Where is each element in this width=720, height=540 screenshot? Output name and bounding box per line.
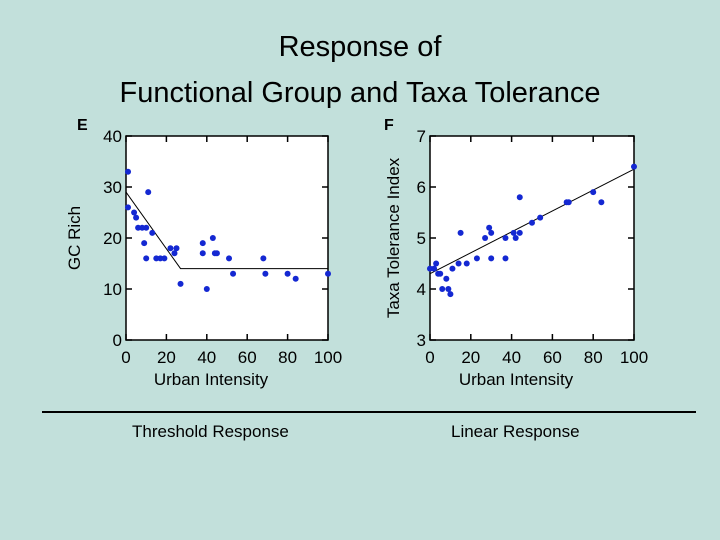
e-data-point bbox=[226, 255, 233, 262]
f-data-point bbox=[445, 286, 452, 292]
e-data-point bbox=[171, 250, 178, 257]
f-data-point bbox=[473, 255, 480, 262]
f-data-point bbox=[598, 199, 605, 206]
f-data-point bbox=[482, 235, 489, 241]
e-data-point bbox=[213, 250, 220, 257]
e-data-point bbox=[143, 224, 150, 231]
e-y-tick-label: 20 bbox=[103, 229, 122, 248]
e-data-point bbox=[161, 255, 168, 262]
f-data-point bbox=[457, 229, 464, 236]
f-x-tick-label: 100 bbox=[620, 348, 648, 367]
e-data-point bbox=[199, 240, 206, 247]
caption-linear-response: Linear Response bbox=[451, 422, 580, 441]
f-data-point bbox=[488, 255, 495, 262]
e-y-tick-label: 10 bbox=[103, 280, 122, 299]
e-fit-line bbox=[125, 191, 328, 270]
e-x-tick-label: 80 bbox=[278, 348, 297, 367]
e-y-axis-label: GC Rich bbox=[65, 206, 84, 270]
e-x-tick-label: 0 bbox=[121, 348, 130, 367]
e-data-point bbox=[325, 270, 331, 277]
e-data-point bbox=[209, 235, 216, 241]
e-data-point bbox=[230, 270, 237, 277]
e-data-point bbox=[141, 240, 148, 247]
e-data-point bbox=[149, 229, 156, 236]
e-x-tick-label: 20 bbox=[157, 348, 176, 367]
f-data-point bbox=[463, 260, 470, 267]
f-data-point bbox=[512, 235, 519, 241]
f-data-point bbox=[590, 189, 597, 196]
e-data-point bbox=[133, 214, 140, 221]
f-x-tick-label: 60 bbox=[543, 348, 562, 367]
f-data-point bbox=[486, 224, 493, 231]
f-y-tick-label: 3 bbox=[417, 331, 426, 350]
e-data-point bbox=[125, 204, 132, 211]
e-data-point bbox=[145, 189, 152, 196]
e-data-point bbox=[284, 270, 291, 277]
chart-panel-e: 0 20 40 60 80 100 0 10 20 30 40 Urban Intensity GC R… bbox=[65, 117, 342, 389]
e-data-point bbox=[260, 255, 267, 262]
e-data-point bbox=[125, 168, 132, 175]
f-data-point bbox=[443, 275, 450, 282]
f-data-point bbox=[439, 286, 446, 292]
f-y-tick-label: 7 bbox=[417, 127, 426, 146]
title-line-2: Functional Group and Taxa Tolerance bbox=[119, 77, 601, 109]
e-data-point bbox=[167, 245, 174, 252]
e-data-point bbox=[143, 255, 150, 262]
e-data-point bbox=[262, 270, 269, 277]
f-x-tick-label: 0 bbox=[425, 348, 434, 367]
e-x-tick-label: 40 bbox=[197, 348, 216, 367]
f-y-tick-label: 6 bbox=[417, 178, 426, 197]
e-data-point bbox=[173, 245, 180, 252]
f-panel-label: F bbox=[384, 117, 394, 134]
f-data-point bbox=[502, 235, 509, 241]
e-plot-area bbox=[125, 135, 329, 341]
f-x-tick-label: 20 bbox=[461, 348, 480, 367]
f-data-point bbox=[529, 219, 535, 226]
e-panel-label: E bbox=[77, 117, 88, 134]
e-x-axis-label: Urban Intensity bbox=[154, 370, 269, 389]
f-data-point bbox=[510, 229, 517, 236]
f-data-point bbox=[437, 270, 444, 277]
e-y-tick-label: 30 bbox=[103, 178, 122, 197]
caption-threshold-response: Threshold Response bbox=[132, 422, 289, 441]
f-data-point bbox=[516, 229, 523, 236]
f-data-point bbox=[433, 260, 440, 267]
f-data-point bbox=[488, 229, 495, 236]
f-data-point bbox=[502, 255, 509, 262]
f-data-point bbox=[449, 265, 456, 272]
f-y-axis-label: Taxa Tolerance Index bbox=[384, 157, 403, 318]
slide-title: Response of Functional Group and Taxa To… bbox=[0, 24, 720, 116]
title-line-1: Response of bbox=[278, 31, 442, 63]
f-data-point bbox=[516, 194, 523, 201]
f-y-tick-label: 4 bbox=[417, 280, 426, 299]
e-data-point bbox=[203, 286, 210, 292]
divider-line bbox=[42, 411, 696, 413]
f-data-point bbox=[455, 260, 462, 267]
e-x-tick-label: 100 bbox=[314, 348, 342, 367]
f-x-tick-label: 80 bbox=[584, 348, 603, 367]
e-x-tick-label: 60 bbox=[238, 348, 257, 367]
e-y-tick-label: 0 bbox=[113, 331, 122, 350]
f-data-point bbox=[447, 291, 454, 298]
e-data-point bbox=[131, 209, 138, 216]
e-data-point bbox=[177, 280, 184, 287]
e-data-point bbox=[199, 250, 206, 257]
e-data-point bbox=[292, 275, 299, 282]
f-x-tick-label: 40 bbox=[502, 348, 521, 367]
f-data-point bbox=[537, 214, 544, 221]
chart-panel-f: 0 20 40 60 80 100 3 4 5 6 7 Urban Intensity Taxa Tol… bbox=[384, 117, 648, 389]
f-plot-area bbox=[429, 135, 635, 341]
f-data-point bbox=[565, 199, 572, 206]
f-data-point bbox=[431, 265, 438, 272]
f-data-point bbox=[631, 163, 637, 170]
e-y-tick-label: 40 bbox=[103, 127, 122, 146]
f-x-axis-label: Urban Intensity bbox=[459, 370, 574, 389]
f-y-tick-label: 5 bbox=[417, 229, 426, 248]
